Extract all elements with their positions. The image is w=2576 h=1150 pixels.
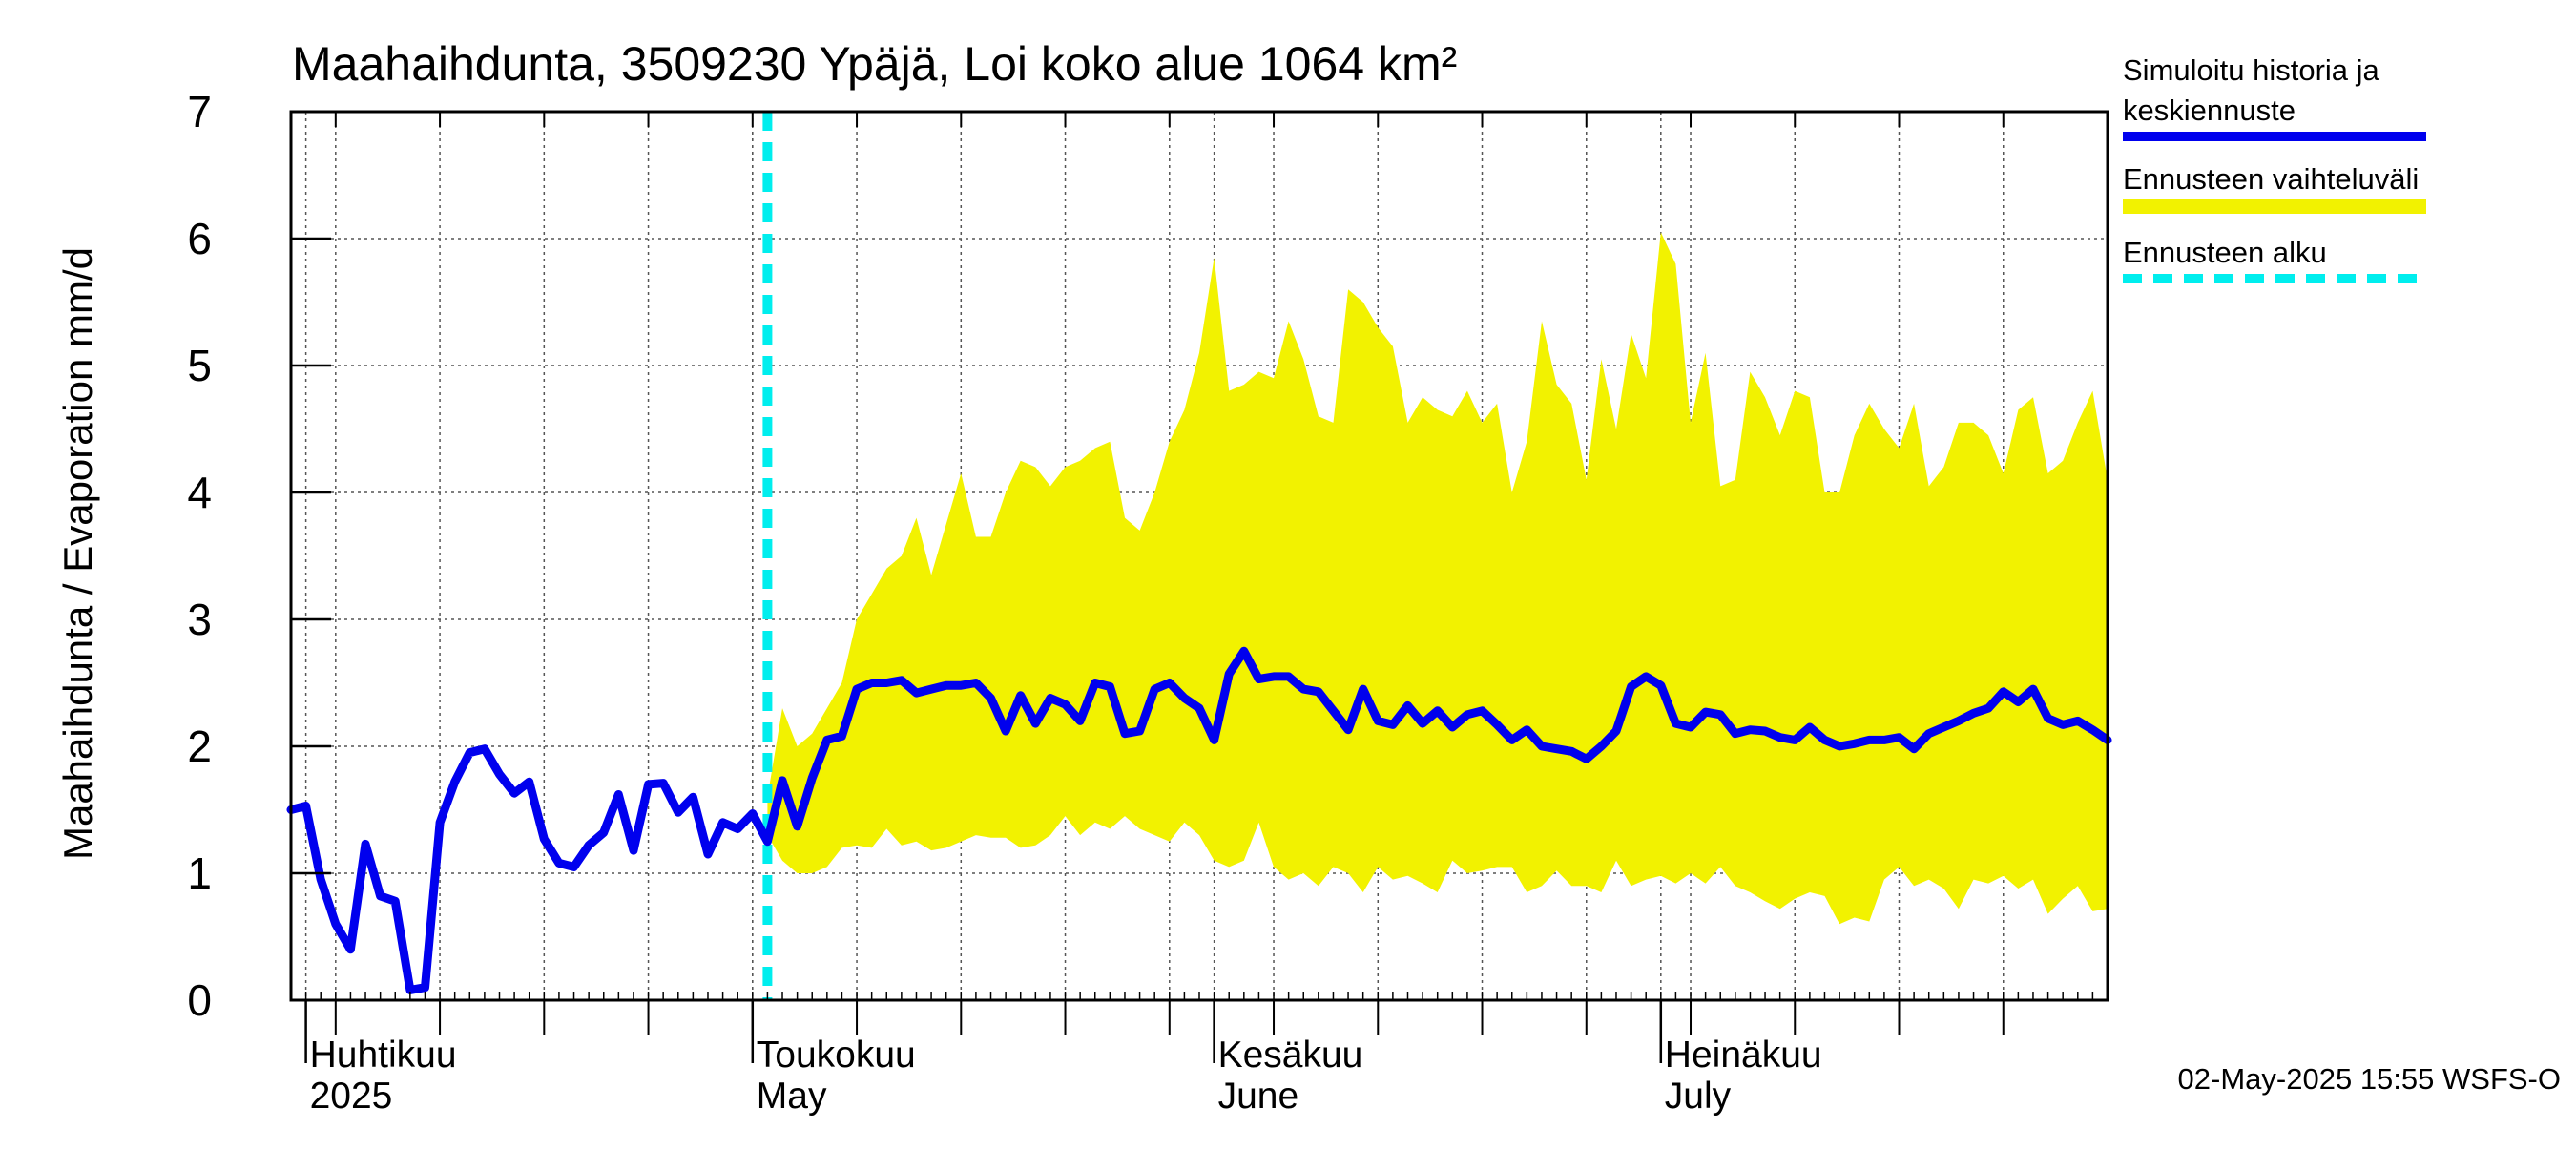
x-month-sublabel: June: [1218, 1076, 1299, 1117]
y-tick-label: 6: [187, 214, 212, 263]
y-tick-label: 1: [187, 848, 212, 898]
x-month-label: Toukokuu: [757, 1035, 916, 1076]
y-tick-label: 7: [187, 87, 212, 136]
axis-ticks: [290, 110, 2109, 1063]
x-month-label: Heinäkuu: [1665, 1035, 1822, 1076]
history-line-layer: [286, 646, 2112, 994]
timestamp: 02-May-2025 15:55 WSFS-O: [2178, 1062, 2561, 1096]
y-axis-label: Maahaihdunta / Evaporation mm/d: [55, 247, 100, 860]
legend: Simuloitu historia ja keskiennuste Ennus…: [2123, 53, 2426, 283]
legend-range-label: Ennusteen vaihteluväli: [2123, 162, 2419, 196]
y-tick-labels: 0 1 2 3 4 5 6 7: [187, 87, 212, 1025]
y-tick-label: 3: [187, 595, 212, 644]
x-month-label: Kesäkuu: [1218, 1035, 1363, 1076]
y-tick-label: 5: [187, 341, 212, 390]
forecast-range-area: [767, 232, 2108, 925]
legend-history-label-line1: Simuloitu historia ja: [2123, 53, 2380, 87]
legend-history-label-line2: keskiennuste: [2123, 94, 2296, 127]
forecast-range-layer: [762, 112, 2108, 1000]
x-month-sublabel: July: [1665, 1076, 1732, 1117]
x-month-sublabel: May: [757, 1076, 827, 1117]
y-tick-label: 4: [187, 468, 212, 517]
y-tick-label: 0: [187, 975, 212, 1025]
history-mean-line: [286, 646, 2112, 994]
legend-history-swatch: [2123, 132, 2426, 141]
legend-forecast-start-label: Ennusteen alku: [2123, 236, 2327, 269]
x-month-label: Huhtikuu: [310, 1035, 457, 1076]
chart-title: Maahaihdunta, 3509230 Ypäjä, Loi koko al…: [292, 37, 1457, 91]
legend-range-swatch: [2123, 199, 2426, 214]
x-month-sublabel: 2025: [310, 1076, 393, 1117]
y-tick-label: 2: [187, 721, 212, 771]
